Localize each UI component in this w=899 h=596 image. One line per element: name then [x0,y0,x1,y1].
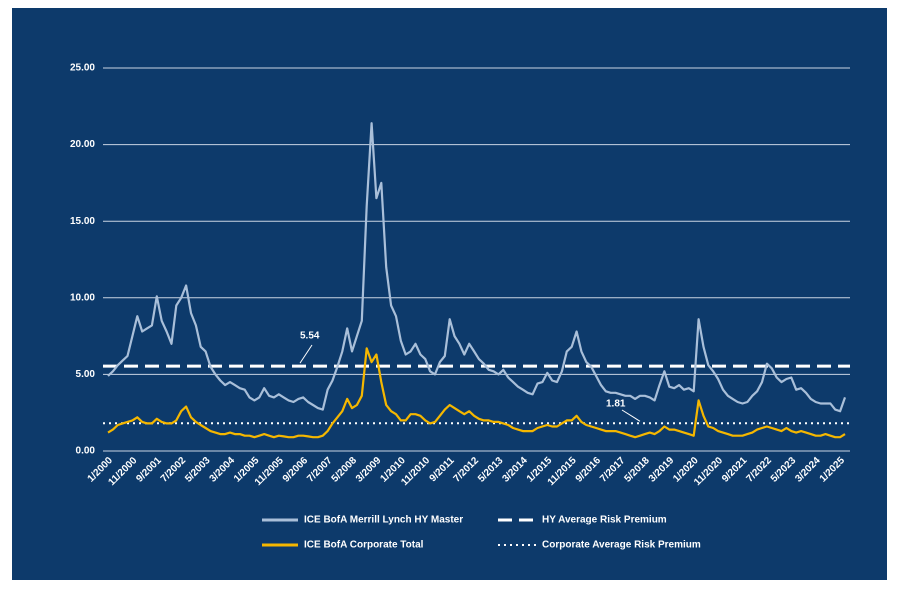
y-tick-label: 5.00 [76,369,96,380]
y-tick-label: 15.00 [70,216,95,227]
annotation-leader [299,344,313,364]
series-line [107,122,847,413]
y-tick-label: 25.00 [70,63,95,74]
annotation: 1.81 [606,399,626,410]
y-tick-label: 10.00 [70,292,95,303]
chart-background [12,8,887,580]
legend-label: ICE BofA Merrill Lynch HY Master [304,515,463,526]
legend-label: Corporate Average Risk Premium [542,540,701,551]
annotation: 5.54 [300,331,320,342]
legend-label: HY Average Risk Premium [542,515,667,526]
legend-label: ICE BofA Corporate Total [304,540,424,551]
y-tick-label: 20.00 [70,139,95,150]
series-line [107,347,846,439]
annotation-leader [621,409,641,422]
y-tick-label: 0.00 [76,446,96,457]
